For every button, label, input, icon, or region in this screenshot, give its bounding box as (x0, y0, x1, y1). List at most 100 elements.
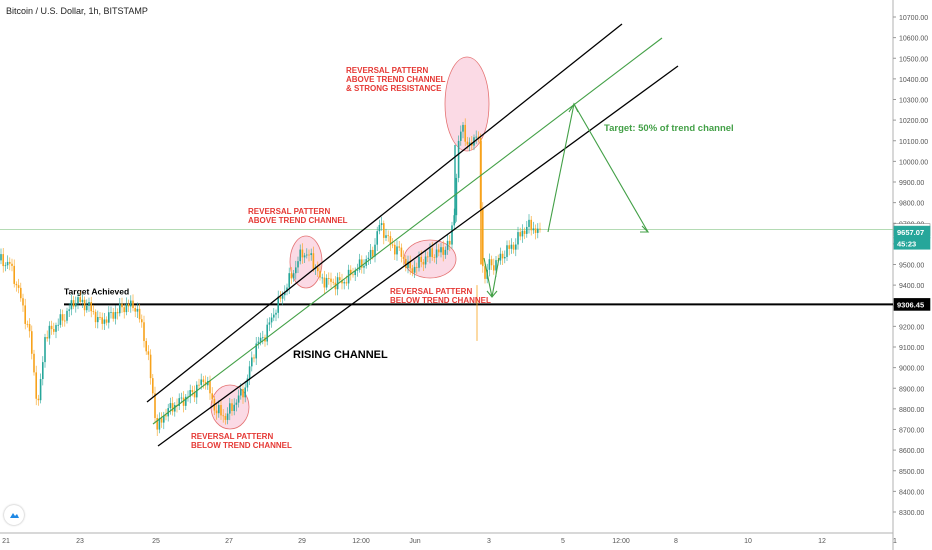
candle-body (88, 302, 90, 306)
candle-body (46, 337, 48, 339)
candle-body (165, 415, 167, 417)
annotation-label: REVERSAL PATTERN (248, 207, 330, 216)
candle-body (81, 299, 84, 302)
candle-body (460, 131, 462, 141)
y-tick-label: 8800.00 (899, 407, 924, 414)
channel-lower-line (157, 65, 679, 447)
x-tick-label: 25 (152, 538, 160, 545)
price-label-text: 9306.45 (897, 300, 924, 309)
candle-body (440, 247, 442, 253)
candle-body (521, 230, 524, 237)
candle-body (506, 245, 508, 257)
candle-body (33, 353, 35, 373)
candle-body (462, 124, 464, 132)
candle-body (444, 249, 447, 255)
candle-body (132, 300, 134, 309)
candle-body (211, 393, 213, 399)
candle-body (391, 244, 394, 246)
y-tick-label: 9200.00 (899, 324, 924, 331)
candle-body (537, 228, 539, 233)
candle-body (53, 329, 55, 332)
candle-body (477, 136, 480, 138)
candle-body (350, 269, 352, 275)
x-tick-label: Jun (409, 538, 420, 545)
candle-body (171, 403, 174, 412)
candle-body (207, 381, 209, 386)
candle-body (110, 312, 112, 313)
candle-body (308, 254, 310, 256)
y-tick-label: 10500.00 (899, 56, 928, 63)
candle-body (422, 261, 425, 265)
candle-body (174, 405, 176, 412)
candle-body (409, 261, 411, 269)
candle-body (438, 249, 440, 253)
candle-body (482, 208, 484, 267)
candle-body (323, 277, 326, 288)
cloud-icon (10, 513, 19, 518)
candle-body (466, 141, 469, 145)
candle-body (361, 259, 363, 268)
candle-body (299, 249, 301, 262)
candle-body (420, 256, 422, 262)
y-tick-label: 9100.00 (899, 345, 924, 352)
candle-body (224, 415, 227, 420)
candle-body (68, 309, 70, 311)
candle-body (259, 337, 262, 342)
candle-body (94, 311, 97, 323)
candle-body (26, 323, 29, 325)
candle-body (11, 263, 13, 266)
candle-body (31, 331, 33, 354)
annotation-label: REVERSAL PATTERN (191, 432, 273, 441)
candle-body (90, 302, 92, 312)
candle-body (455, 177, 458, 216)
candle-body (484, 266, 486, 279)
candle-body (222, 415, 224, 417)
candle-body (37, 398, 40, 401)
candle-body (446, 240, 449, 250)
candle-body (158, 418, 161, 430)
candle-body (231, 403, 233, 411)
candle-body (145, 341, 147, 352)
candle-body (77, 297, 79, 304)
candle-body (501, 253, 504, 259)
candle-body (383, 223, 385, 238)
candle-body (134, 308, 136, 312)
projection-arrowhead (640, 225, 650, 233)
candle-body (125, 303, 128, 313)
candle-body (92, 311, 95, 312)
candle-body (57, 324, 59, 326)
candle-body (343, 282, 345, 284)
y-tick-label: 8300.00 (899, 510, 924, 517)
candle-body (248, 366, 251, 379)
tradingview-logo-icon[interactable] (4, 505, 24, 525)
candle-body (297, 261, 299, 268)
y-tick-label: 8700.00 (899, 428, 924, 435)
y-tick-label: 10300.00 (899, 98, 928, 105)
x-tick-label: 10 (744, 538, 752, 545)
annotation-label: Target: 50% of trend channel (604, 123, 734, 134)
candle-body (292, 273, 295, 279)
candle-body (279, 296, 282, 299)
target-achieved-label: Target Achieved (64, 286, 129, 296)
candle-body (367, 257, 370, 260)
candle-body (97, 317, 99, 323)
candle-body (48, 325, 51, 339)
candle-body (127, 303, 130, 307)
candle-body (517, 232, 519, 245)
candle-body (295, 267, 297, 274)
x-tick-label: 12:00 (352, 538, 370, 545)
candle-body (22, 298, 24, 306)
candle-body (178, 398, 180, 406)
candle-body (435, 249, 438, 258)
candle-body (429, 248, 431, 257)
candle-body (398, 246, 400, 248)
candle-body (17, 285, 20, 288)
candle-body (229, 403, 231, 414)
candle-body (453, 215, 455, 226)
candle-body (116, 312, 119, 314)
candle-body (413, 266, 416, 273)
candle-body (303, 255, 306, 258)
candle-body (119, 303, 121, 314)
candle-body (180, 397, 183, 399)
